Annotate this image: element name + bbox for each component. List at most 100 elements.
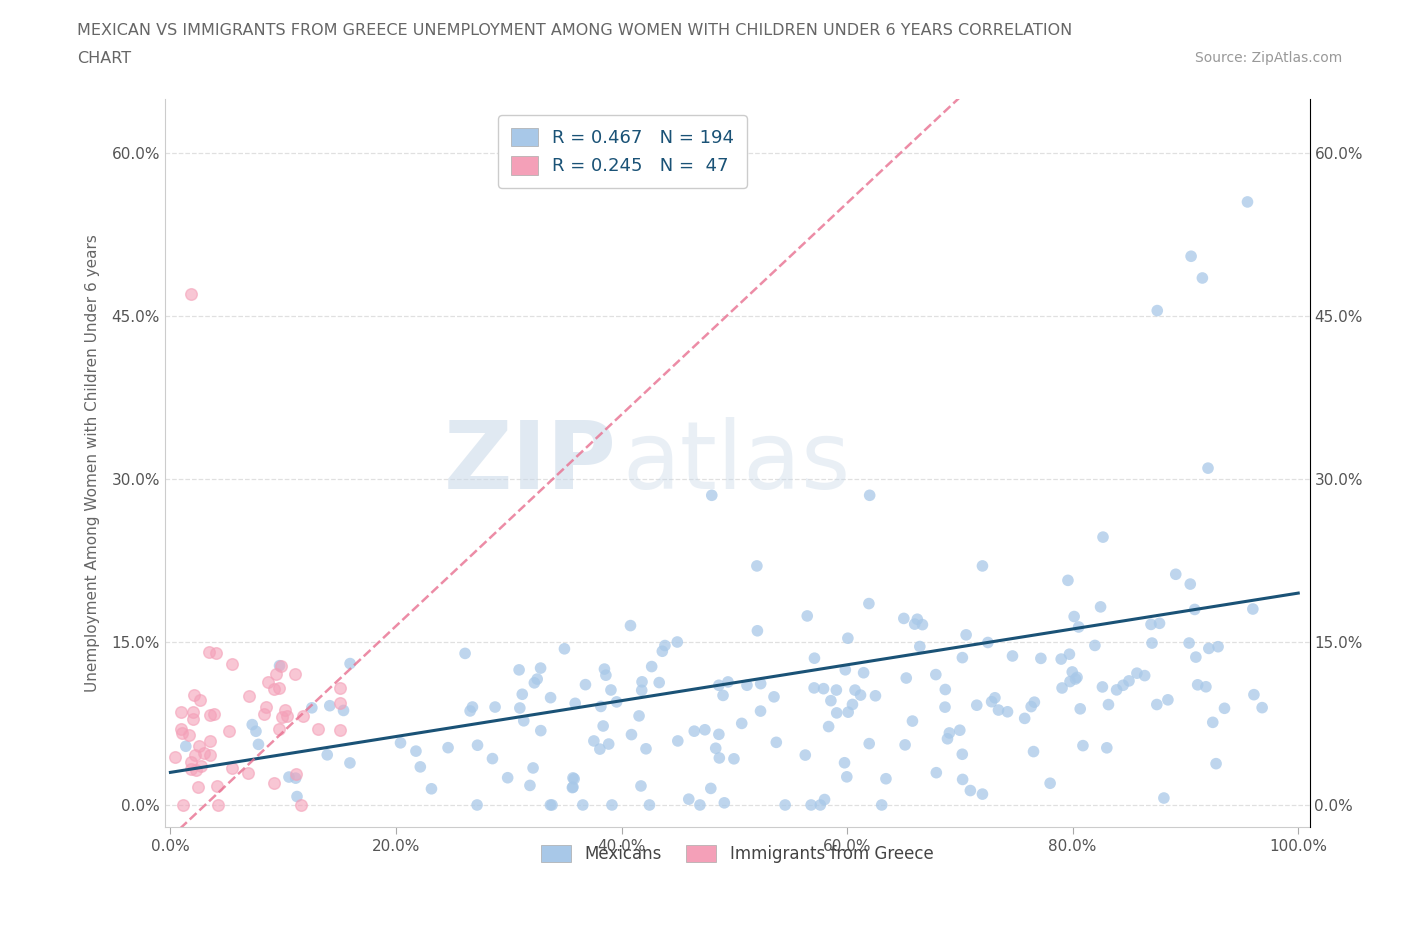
- Point: [934, 699, 956, 714]
- Point: [894, 737, 917, 752]
- Point: [329, 723, 352, 737]
- Point: [1243, 687, 1265, 702]
- Point: [803, 651, 825, 666]
- Point: [972, 787, 994, 802]
- Point: [1205, 756, 1227, 771]
- Point: [1063, 609, 1085, 624]
- Point: [509, 700, 531, 715]
- Point: [908, 639, 931, 654]
- Point: [1029, 651, 1052, 666]
- Point: [540, 690, 562, 705]
- Point: [1059, 646, 1081, 661]
- Point: [1022, 744, 1045, 759]
- Point: [1091, 530, 1114, 545]
- Point: [1251, 700, 1274, 715]
- Point: [925, 667, 948, 682]
- Point: [329, 696, 352, 711]
- Point: [689, 798, 711, 813]
- Point: [519, 778, 541, 793]
- Text: atlas: atlas: [623, 417, 851, 509]
- Point: [1091, 680, 1114, 695]
- Point: [735, 678, 758, 693]
- Point: [572, 798, 595, 813]
- Point: [267, 680, 290, 695]
- Point: [654, 638, 676, 653]
- Point: [593, 661, 616, 676]
- Point: [247, 737, 270, 751]
- Point: [648, 675, 671, 690]
- Point: [484, 699, 506, 714]
- Point: [454, 646, 477, 661]
- Y-axis label: Unemployment Among Women with Children Under 6 years: Unemployment Among Women with Children U…: [86, 233, 100, 692]
- Point: [817, 719, 839, 734]
- Point: [1062, 665, 1084, 680]
- Point: [1184, 602, 1206, 617]
- Point: [553, 642, 575, 657]
- Point: [467, 737, 489, 752]
- Point: [1146, 698, 1168, 712]
- Point: [329, 681, 352, 696]
- Point: [187, 779, 209, 794]
- Point: [678, 791, 700, 806]
- Point: [1178, 635, 1201, 650]
- Point: [904, 617, 927, 631]
- Point: [598, 737, 620, 751]
- Point: [630, 683, 652, 698]
- Point: [666, 734, 689, 749]
- Point: [319, 698, 342, 713]
- Point: [1146, 303, 1168, 318]
- Point: [180, 286, 202, 301]
- Point: [955, 628, 977, 643]
- Point: [564, 696, 586, 711]
- Point: [170, 725, 193, 740]
- Point: [631, 674, 654, 689]
- Point: [800, 798, 823, 813]
- Point: [221, 761, 243, 776]
- Point: [284, 766, 307, 781]
- Point: [530, 724, 553, 738]
- Point: [170, 722, 193, 737]
- Point: [207, 798, 229, 813]
- Point: [221, 657, 243, 671]
- Point: [513, 713, 536, 728]
- Point: [316, 748, 339, 763]
- Point: [190, 759, 212, 774]
- Point: [858, 737, 880, 751]
- Point: [1039, 776, 1062, 790]
- Point: [934, 682, 956, 697]
- Point: [186, 763, 208, 777]
- Point: [1149, 616, 1171, 631]
- Point: [834, 662, 856, 677]
- Point: [1198, 641, 1220, 656]
- Point: [707, 678, 730, 693]
- Point: [813, 792, 835, 807]
- Point: [619, 618, 641, 633]
- Point: [165, 750, 187, 764]
- Point: [389, 736, 412, 751]
- Point: [773, 798, 796, 813]
- Point: [640, 659, 662, 674]
- Point: [285, 789, 308, 804]
- Point: [1105, 683, 1128, 698]
- Point: [707, 727, 730, 742]
- Point: [529, 660, 551, 675]
- Point: [574, 677, 596, 692]
- Point: [997, 704, 1019, 719]
- Point: [1153, 790, 1175, 805]
- Point: [949, 723, 972, 737]
- Point: [589, 741, 612, 756]
- Point: [1001, 648, 1024, 663]
- Point: [1191, 271, 1213, 286]
- Point: [911, 618, 934, 632]
- Point: [1140, 617, 1163, 631]
- Point: [925, 765, 948, 780]
- Point: [1202, 715, 1225, 730]
- Point: [589, 699, 612, 714]
- Point: [1064, 671, 1087, 686]
- Point: [278, 770, 301, 785]
- Point: [893, 611, 915, 626]
- Point: [179, 728, 201, 743]
- Point: [1236, 194, 1258, 209]
- Point: [984, 690, 1007, 705]
- Point: [745, 559, 768, 574]
